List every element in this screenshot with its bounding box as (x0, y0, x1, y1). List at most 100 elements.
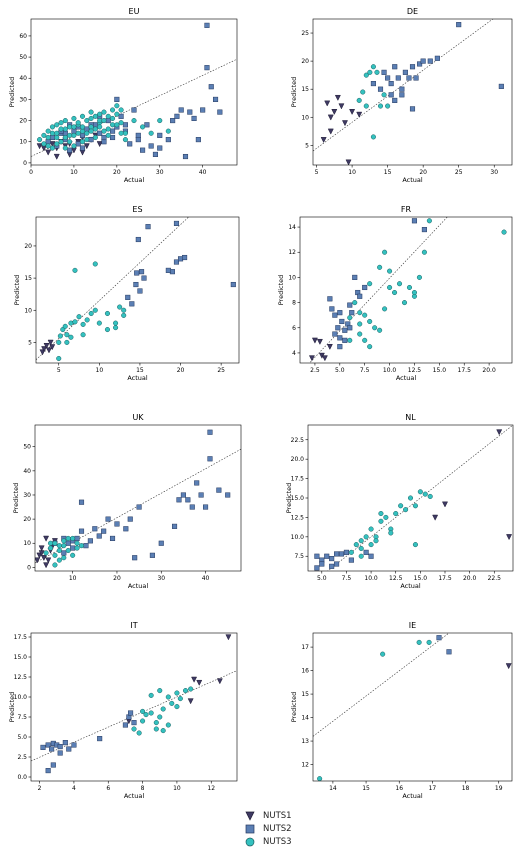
point-nuts2 (427, 58, 433, 64)
point-nuts3 (84, 130, 90, 136)
point-nuts2 (62, 740, 68, 746)
point-nuts3 (140, 718, 146, 724)
point-nuts2 (132, 555, 138, 561)
chart-panel-fr: FR 2.5 5.0 7.5 10.0 12.5 15.0 17.5 20.0 4 6 8 10 12 14… (277, 205, 513, 382)
y-tick-label: 12 (301, 762, 309, 769)
point-nuts3 (356, 97, 362, 103)
point-nuts2 (65, 540, 71, 546)
point-nuts2 (128, 710, 134, 716)
x-tick-label: 2.5 (310, 367, 320, 374)
point-nuts3 (143, 712, 149, 718)
point-nuts2 (101, 134, 107, 141)
point-nuts3 (65, 535, 71, 541)
point-nuts3 (118, 107, 124, 113)
point-nuts3 (363, 72, 369, 78)
point-nuts3 (62, 323, 68, 329)
point-nuts3 (92, 126, 98, 132)
point-nuts3 (52, 562, 58, 568)
point-nuts3 (109, 122, 116, 128)
point-nuts3 (72, 319, 78, 325)
point-nuts1 (49, 344, 56, 351)
legend-item-nuts1: NUTS1 (244, 810, 364, 823)
point-nuts1 (338, 103, 345, 110)
y-axis-label: Predicted (285, 483, 293, 514)
legend-label-nuts3: NUTS3 (263, 837, 292, 847)
point-nuts3 (131, 726, 137, 732)
x-tick-label: 10.0 (364, 575, 378, 582)
point-nuts2 (362, 284, 368, 291)
point-nuts3 (427, 493, 433, 499)
point-nuts2 (337, 310, 343, 316)
y-tick-label: 15 (301, 86, 309, 93)
points (320, 22, 504, 165)
point-nuts2 (78, 499, 85, 505)
y-tick-label: 17.5 (291, 476, 305, 483)
point-nuts3 (64, 332, 70, 338)
point-nuts3 (352, 300, 358, 306)
point-nuts3 (41, 141, 47, 147)
point-nuts2 (498, 83, 504, 89)
x-axis-label: Actual (127, 374, 148, 382)
point-nuts3 (79, 124, 86, 130)
point-nuts2 (230, 281, 236, 288)
point-nuts1 (225, 634, 232, 641)
point-nuts1 (43, 342, 50, 349)
point-nuts3 (45, 143, 51, 149)
point-nuts2 (347, 302, 353, 308)
point-nuts2 (127, 141, 133, 147)
point-nuts2 (50, 762, 56, 768)
point-nuts3 (56, 547, 62, 554)
point-nuts3 (140, 708, 146, 714)
point-nuts2 (329, 563, 335, 569)
x-tick-label: 8 (141, 785, 145, 792)
y-tick-label: 15.0 (291, 495, 305, 502)
point-nuts2 (212, 96, 219, 102)
point-nuts3 (377, 264, 383, 270)
point-nuts2 (388, 92, 394, 98)
point-nuts3 (401, 300, 408, 306)
point-nuts2 (74, 535, 80, 541)
point-nuts3 (54, 122, 60, 128)
chart-panel-ie: IE 14 15 16 17 18 19 12 13 14 15 16 17 Actual Predicte… (290, 621, 513, 800)
x-tick-label: 10 (173, 785, 181, 792)
point-nuts3 (79, 128, 86, 134)
point-nuts3 (188, 686, 194, 692)
point-nuts2 (118, 113, 124, 119)
point-nuts2 (456, 22, 462, 28)
point-nuts2 (332, 312, 338, 318)
chart-panel-eu: EU 0 10 20 30 40 0 10 20 30 40 50 60 Actual Predicted (8, 7, 238, 184)
point-nuts2 (370, 81, 376, 87)
y-tick-label: 5.0 (17, 734, 27, 741)
point-nuts3 (177, 696, 183, 702)
point-nuts2 (84, 126, 90, 132)
square-marker-icon (245, 824, 255, 834)
point-nuts2 (409, 64, 416, 70)
points (40, 634, 232, 774)
point-nuts3 (58, 120, 64, 126)
point-nuts3 (153, 726, 159, 732)
point-nuts3 (56, 339, 62, 345)
point-nuts3 (367, 69, 373, 75)
x-axis-label: Actual (402, 176, 423, 184)
chart-panel-nl: NL 5.0 7.5 10.0 12.5 15.0 17.5 20.0 22.5 7.5 10.0 1… (285, 413, 514, 590)
y-tick-label: 30 (23, 492, 31, 499)
point-nuts2 (134, 270, 140, 276)
point-nuts1 (35, 557, 41, 564)
point-nuts3 (392, 289, 398, 296)
y-tick-label: 20 (23, 516, 31, 523)
point-nuts3 (52, 552, 58, 558)
point-nuts2 (109, 134, 116, 141)
point-nuts3 (373, 538, 379, 544)
x-tick-label: 5.0 (335, 367, 345, 374)
point-nuts3 (157, 688, 163, 694)
point-nuts3 (97, 124, 103, 130)
point-nuts3 (74, 540, 80, 546)
x-tick-label: 10 (70, 169, 78, 176)
point-nuts3 (363, 103, 369, 109)
point-nuts2 (79, 132, 86, 138)
y-tick-label: 12.5 (14, 674, 28, 681)
chart-title: EU (129, 7, 140, 16)
point-nuts3 (54, 141, 60, 147)
point-nuts2 (198, 492, 204, 498)
point-nuts3 (80, 321, 86, 327)
